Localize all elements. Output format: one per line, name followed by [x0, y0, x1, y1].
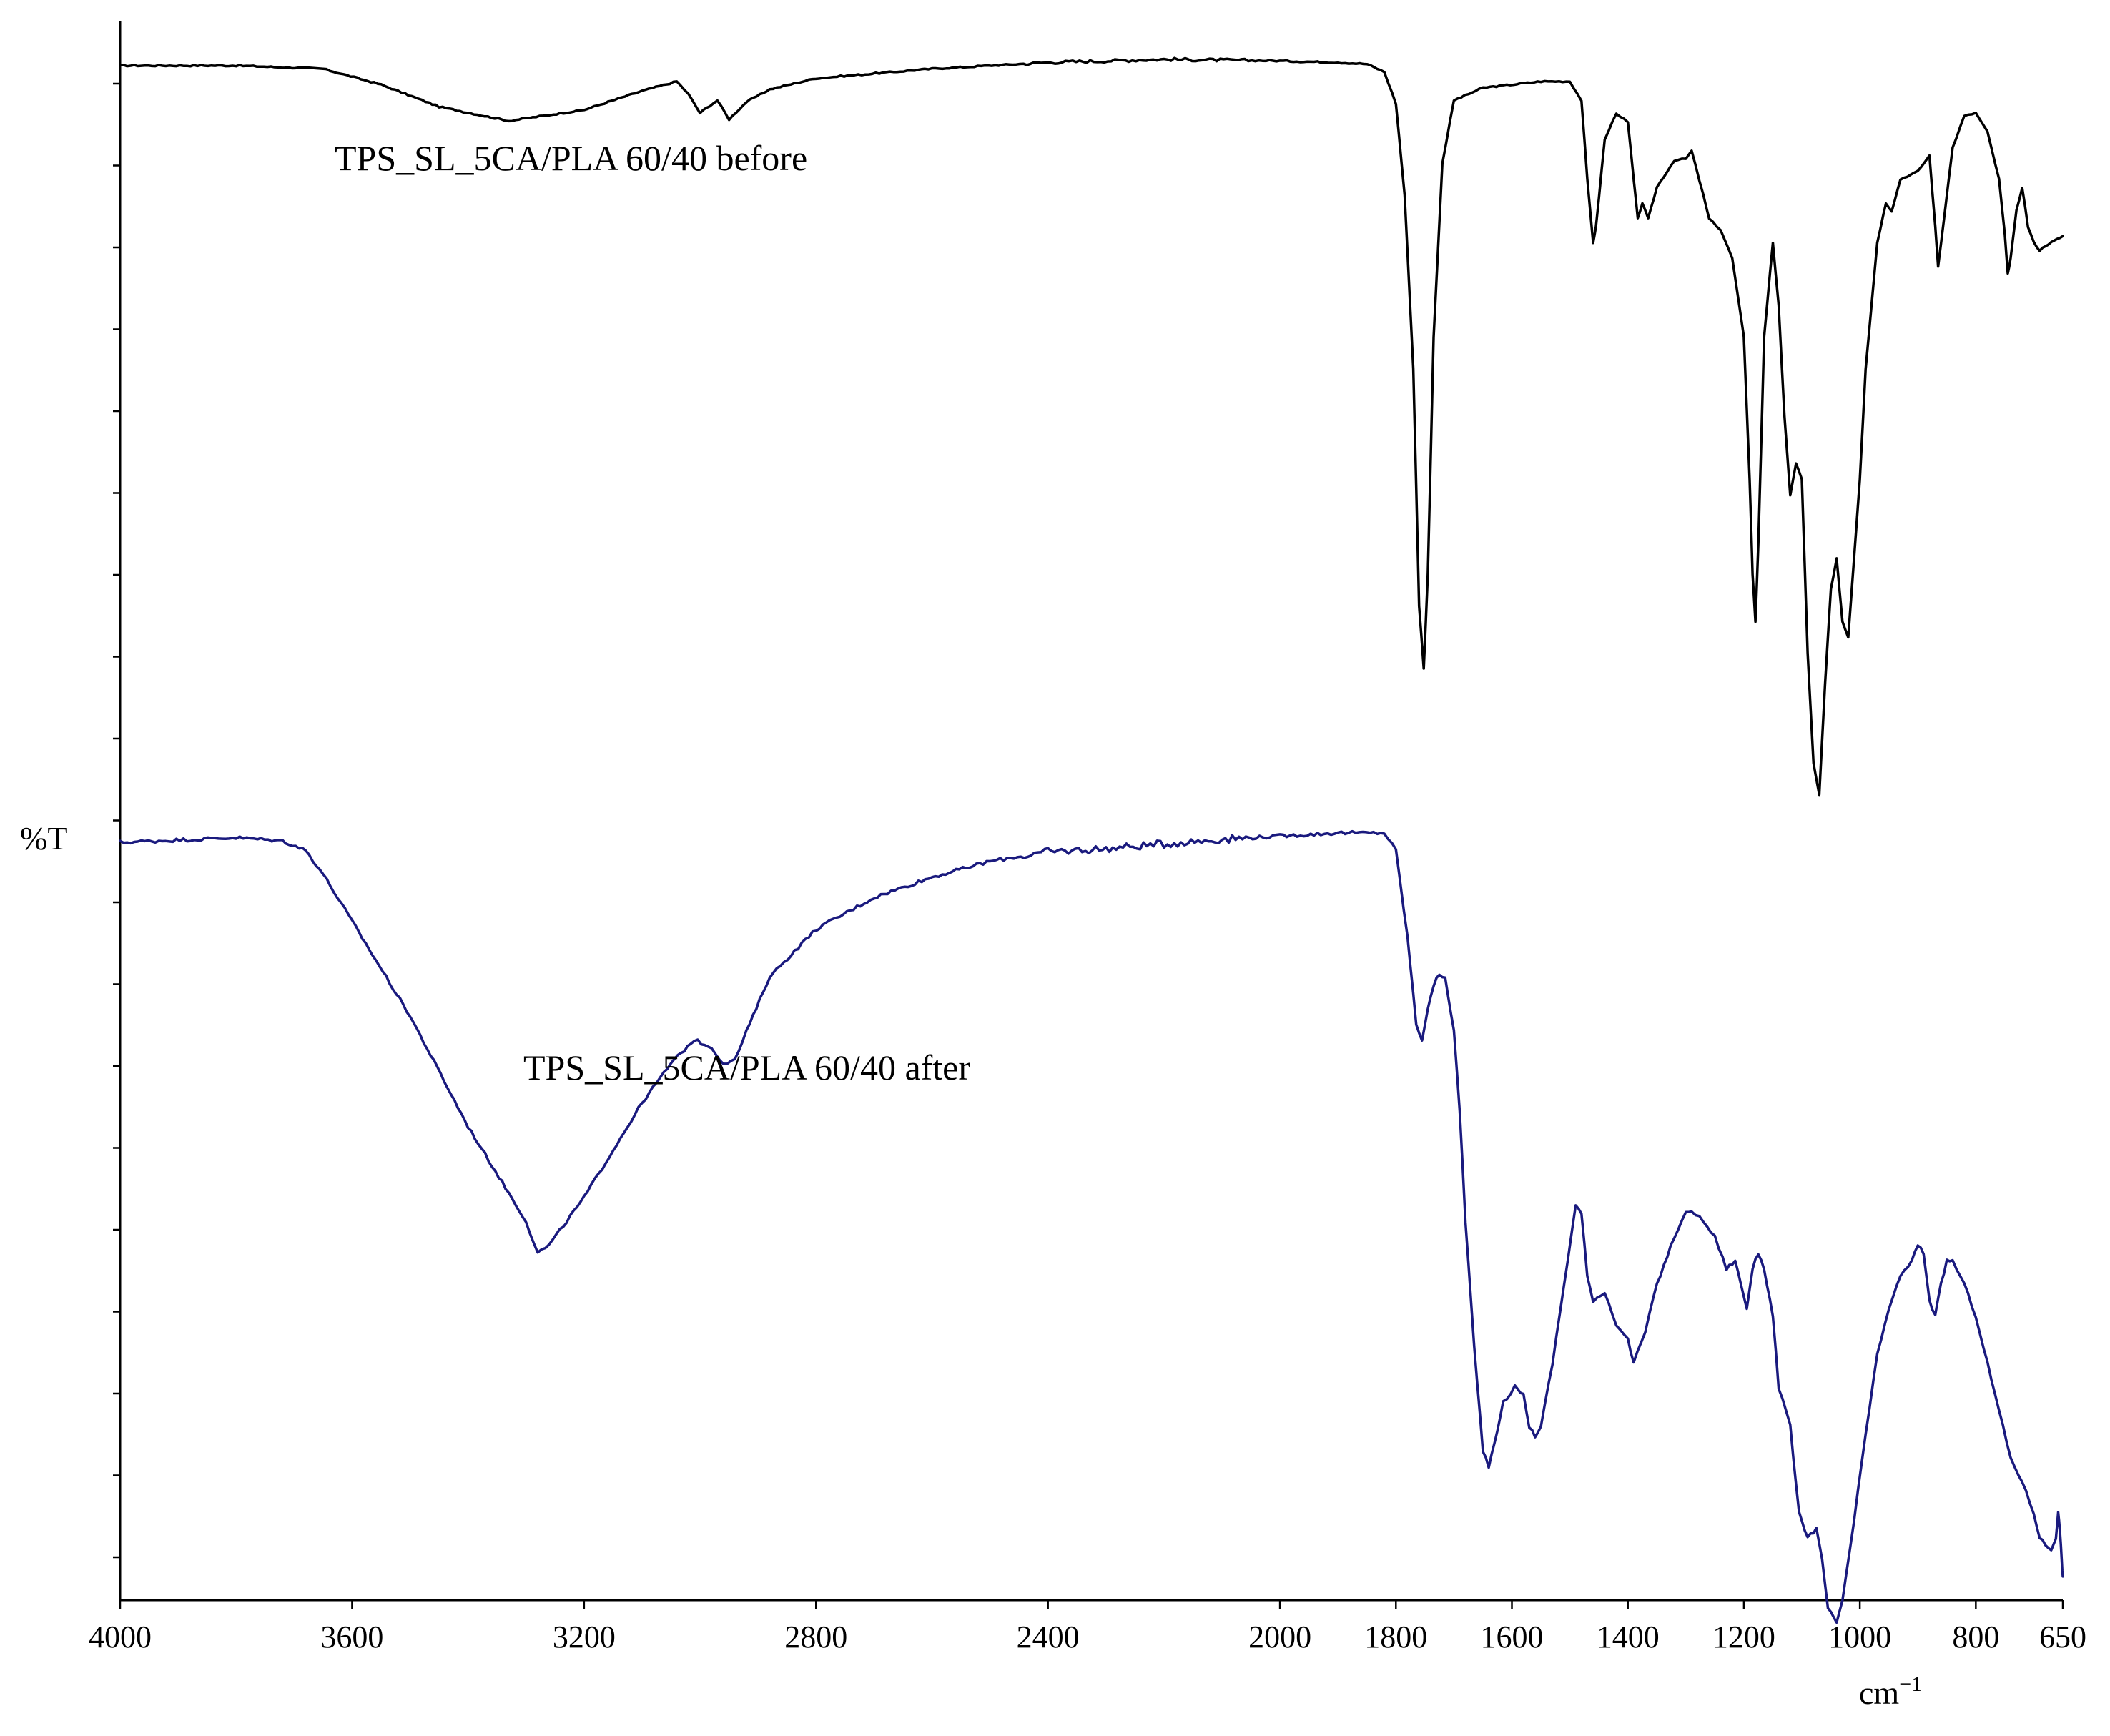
x-axis-tick-labels: 4000 3600 3200 2800 2400 2000 1800 1600 1400 1200…	[89, 1619, 2086, 1654]
x-tick-label: 650	[2039, 1619, 2086, 1654]
x-tick-label: 1800	[1364, 1619, 1427, 1654]
x-tick-label: 3200	[553, 1619, 616, 1654]
x-tick-label: 4000	[89, 1619, 152, 1654]
x-tick-label: 1200	[1712, 1619, 1775, 1654]
x-tick-label: 1000	[1828, 1619, 1891, 1654]
series-line-before	[119, 56, 2064, 797]
x-tick-label: 2000	[1248, 1619, 1311, 1654]
series-label-before: TPS_SL_5CA/PLA 60/40 before	[335, 138, 807, 178]
x-tick-label: 3600	[320, 1619, 383, 1654]
series-line-after	[119, 829, 2064, 1624]
x-axis-title: cm−1	[1859, 1672, 1922, 1711]
y-axis-ticks	[113, 82, 120, 1559]
x-tick-label: 800	[1952, 1619, 1999, 1654]
x-tick-label: 1600	[1481, 1619, 1544, 1654]
series-label-after: TPS_SL_5CA/PLA 60/40 after	[523, 1047, 970, 1088]
x-tick-label: 2800	[784, 1619, 847, 1654]
x-axis-ticks	[119, 1600, 2064, 1609]
y-axis-title: %T	[20, 820, 67, 857]
spectrum-traces	[119, 56, 2064, 1624]
x-tick-label: 1400	[1597, 1619, 1660, 1654]
x-tick-label: 2400	[1017, 1619, 1080, 1654]
